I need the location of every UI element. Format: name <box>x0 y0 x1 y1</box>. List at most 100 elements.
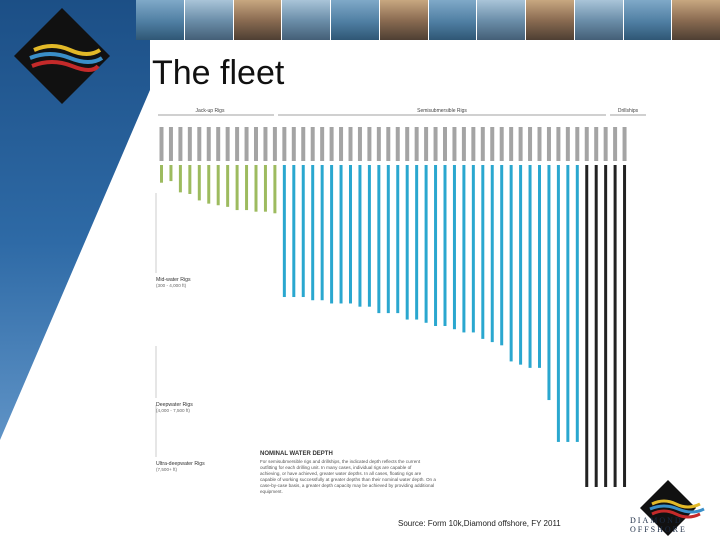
rig-depth-bar <box>443 165 447 326</box>
band-label: Mid-water Rigs <box>156 277 191 283</box>
rig-depth-bar <box>301 165 305 298</box>
footer-logo <box>640 480 705 536</box>
rig-name-label <box>452 127 457 161</box>
note-text-line: equipment. <box>260 489 283 494</box>
rig-name-label <box>168 127 173 161</box>
rig-photo <box>379 0 428 40</box>
rig-name-label <box>216 127 221 161</box>
note-text-line: capable of working successfully at great… <box>260 477 436 482</box>
rig-depth-bar <box>178 165 182 193</box>
rig-name-label <box>528 127 533 161</box>
rig-depth-bar <box>500 165 504 346</box>
rig-depth-bar <box>481 165 485 339</box>
rig-name-label <box>603 127 608 161</box>
rig-name-label <box>556 127 561 161</box>
rig-name-label <box>320 127 325 161</box>
rig-depth-bar <box>330 165 334 304</box>
source-note: Source: Form 10k,Diamond offshore, FY 20… <box>398 519 561 528</box>
rig-name-label <box>414 127 419 161</box>
group-header-label: Drillships <box>618 108 639 114</box>
rig-name-label <box>254 127 258 161</box>
rig-depth-bar <box>197 165 201 201</box>
rig-depth-bar <box>452 165 456 330</box>
rig-photo <box>233 0 282 40</box>
rig-name-label <box>584 127 589 161</box>
rig-depth-bar <box>509 165 513 362</box>
rig-depth-bar <box>235 165 239 211</box>
rig-name-label <box>178 127 183 161</box>
rig-name-label <box>395 127 400 161</box>
rig-name-label <box>499 127 504 161</box>
fleet-chart: Jack-up Rigs Semisubmersible Rigs Drillshi… <box>150 103 650 495</box>
note-text-line: case-by-case basis, a greater depth capa… <box>260 483 434 488</box>
rig-depth-bar <box>462 165 466 333</box>
band-label: Ultra-deepwater Rigs <box>156 461 205 467</box>
rig-name-label <box>622 127 627 161</box>
rig-depth-bar <box>188 165 192 194</box>
rig-depth-bar <box>566 165 570 442</box>
rig-depth-bar <box>367 165 371 307</box>
rig-depth-bar <box>263 165 267 212</box>
rig-name-label <box>367 127 372 161</box>
rig-name-label <box>509 127 514 161</box>
rig-name-label <box>386 127 391 161</box>
rig-depth-bar <box>434 165 438 326</box>
rig-photo <box>526 0 574 40</box>
band-range-label: (7,500+ ft) <box>156 467 178 472</box>
rig-depth-bar <box>575 165 579 442</box>
rig-depth-bar <box>311 165 315 301</box>
rig-depth-bar <box>405 165 409 320</box>
rig-depth-bar <box>207 165 211 204</box>
rig-name-label <box>263 127 268 161</box>
rig-name-label <box>490 127 495 161</box>
note-title: NOMINAL WATER DEPTH <box>260 451 333 457</box>
rig-name-label <box>339 127 344 161</box>
rig-name-label <box>424 127 429 161</box>
rig-depth-bar <box>585 165 589 487</box>
rig-depth-bar <box>349 165 352 304</box>
rig-name-label <box>272 127 277 161</box>
rig-name-label <box>197 127 202 161</box>
rig-depth-bar <box>216 165 220 206</box>
band-label: Deepwater Rigs <box>156 402 193 408</box>
band-range-label: (300 - 4,000 ft) <box>156 283 187 288</box>
rig-name-label <box>546 127 551 161</box>
rig-depth-bar <box>490 165 494 343</box>
rig-name-label <box>235 127 240 161</box>
rig-name-label <box>159 127 164 161</box>
rig-depth-bar <box>254 165 258 212</box>
rig-depth-bar <box>245 165 249 211</box>
footer-logo-line1: DIAMOND <box>630 516 683 525</box>
rig-depth-bar <box>377 165 381 314</box>
rig-depth-bar <box>169 165 173 182</box>
rig-depth-bar <box>547 165 551 401</box>
rig-depth-bar <box>358 165 362 307</box>
company-logo <box>14 8 110 104</box>
rig-name-label <box>518 127 523 161</box>
rig-name-label <box>348 127 353 161</box>
rig-photo <box>184 0 233 40</box>
rig-name-label <box>329 127 334 161</box>
rig-depth-bar <box>623 165 627 487</box>
rig-name-label <box>225 127 230 161</box>
rig-photo <box>623 0 672 40</box>
slide-title: The fleet <box>152 54 285 92</box>
rig-name-label <box>575 127 580 161</box>
rig-name-label <box>282 127 287 161</box>
rig-depth-bar <box>160 165 163 183</box>
rig-depth-bar <box>226 165 230 207</box>
rig-photo <box>477 0 525 40</box>
rig-name-label <box>443 127 447 161</box>
rig-name-label <box>357 127 362 161</box>
rig-name-label <box>244 127 249 161</box>
rig-depth-bar <box>396 165 400 314</box>
rig-depth-bar <box>613 165 617 487</box>
rig-depth-bar <box>386 165 390 314</box>
rig-depth-bar <box>424 165 428 323</box>
rig-depth-bar <box>282 165 286 298</box>
rig-name-label <box>461 127 466 161</box>
rig-name-label <box>376 127 381 161</box>
rig-name-label <box>433 127 438 161</box>
rig-name-label <box>187 127 192 161</box>
rig-name-label <box>613 127 618 161</box>
